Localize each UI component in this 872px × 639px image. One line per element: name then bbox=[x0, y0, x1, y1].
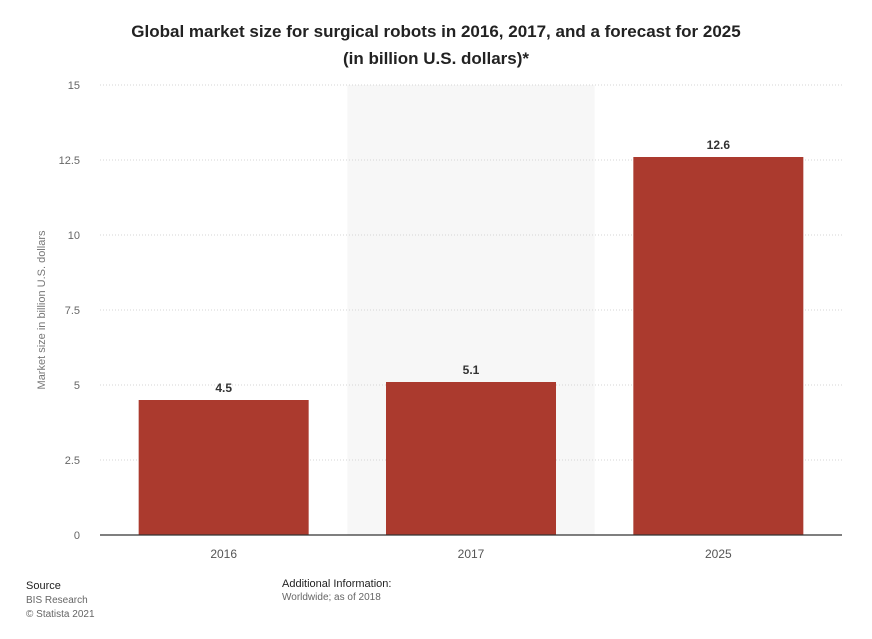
data-label: 4.5 bbox=[215, 381, 232, 395]
y-axis-title: Market size in billion U.S. dollars bbox=[36, 230, 48, 389]
chart-title-block: Global market size for surgical robots i… bbox=[0, 18, 872, 72]
additional-info-block: Additional Information: Worldwide; as of… bbox=[282, 578, 391, 603]
y-tick-label: 5 bbox=[74, 380, 80, 392]
bar-2016 bbox=[138, 400, 309, 535]
copyright-line: © Statista 2021 bbox=[26, 609, 95, 620]
chart-subtitle: (in billion U.S. dollars)* bbox=[342, 49, 530, 68]
y-tick-label: 2.5 bbox=[65, 455, 80, 467]
data-label: 5.1 bbox=[463, 363, 480, 377]
y-tick-label: 15 bbox=[68, 80, 80, 92]
additional-info-text: Worldwide; as of 2018 bbox=[282, 592, 381, 603]
data-label: 12.6 bbox=[707, 138, 731, 152]
source-label: Source bbox=[26, 580, 61, 592]
source-line: BIS Research bbox=[26, 595, 88, 606]
y-tick-label: 10 bbox=[68, 230, 80, 242]
y-tick-label: 0 bbox=[74, 530, 80, 542]
y-tick-label: 12.5 bbox=[59, 155, 80, 167]
additional-info-label: Additional Information: bbox=[282, 578, 392, 590]
x-tick-label: 2025 bbox=[705, 547, 732, 561]
y-tick-label: 7.5 bbox=[65, 305, 80, 317]
x-tick-label: 2016 bbox=[210, 547, 237, 561]
chart-title: Global market size for surgical robots i… bbox=[131, 22, 741, 41]
x-tick-label: 2017 bbox=[458, 547, 485, 561]
bar-2017 bbox=[386, 382, 556, 535]
bar-2025 bbox=[633, 157, 804, 535]
source-block: Source BIS Research © Statista 2021 bbox=[26, 580, 95, 622]
bar-chart: 0 2.5 5 7.5 10 12.5 15 4.5 2016 5.1 2017 12.6 2025 Ma… bbox=[36, 80, 842, 561]
